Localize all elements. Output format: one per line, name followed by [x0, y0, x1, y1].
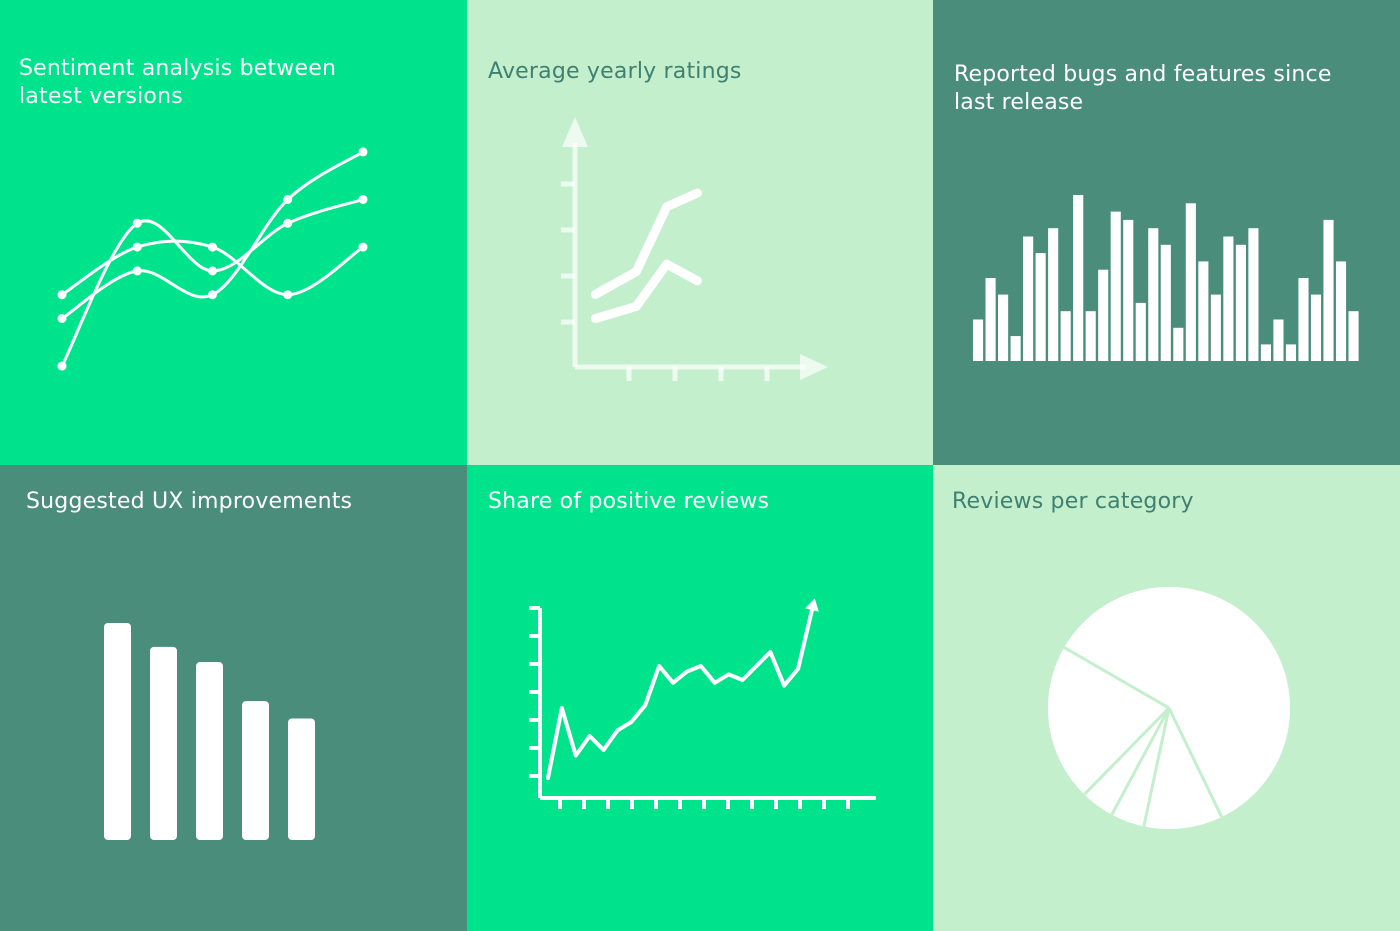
sentiment-line-chart: [57, 147, 368, 371]
series-line: [590, 188, 702, 299]
data-point: [283, 290, 293, 300]
bugs-features-panel: Reported bugs and features since last re…: [933, 0, 1400, 465]
bar: [1173, 327, 1184, 361]
bar: [1298, 278, 1309, 361]
panel-title: Reported bugs and features since last re…: [954, 62, 1332, 115]
pie-slice: [1084, 708, 1169, 815]
slice-separator: [1063, 646, 1170, 710]
data-point: [358, 195, 368, 204]
slice-separator: [1083, 706, 1171, 796]
data-point: [57, 314, 67, 323]
bar: [1160, 244, 1171, 361]
bar: [1023, 236, 1034, 361]
bar: [1048, 228, 1059, 361]
bar: [1260, 344, 1271, 361]
data-point: [132, 266, 142, 276]
bar: [985, 278, 996, 361]
bar: [1135, 302, 1146, 361]
bar: [1273, 319, 1284, 361]
data-point: [57, 290, 67, 300]
series-line: [590, 259, 702, 324]
data-point: [358, 147, 368, 157]
bar: [1335, 261, 1347, 361]
bar: [104, 623, 131, 840]
ux-bar-chart: [104, 623, 315, 840]
panel-title: Suggested UX improvements: [26, 489, 353, 514]
bar: [1060, 311, 1071, 361]
panel-title: Average yearly ratings: [488, 59, 742, 84]
data-point: [57, 361, 67, 371]
bar: [1035, 253, 1046, 361]
data-point: [208, 242, 217, 252]
bar: [998, 294, 1009, 361]
panel-title: Sentiment analysis between latest versio…: [19, 56, 337, 109]
bar: [1148, 228, 1159, 361]
positive-share-line-chart: [529, 598, 876, 809]
positive-reviews-panel: Share of positive reviews: [467, 465, 933, 931]
bar: [973, 319, 984, 361]
bar: [1223, 236, 1234, 361]
bar: [1198, 261, 1209, 361]
data-point: [283, 218, 293, 228]
sentiment-panel: Sentiment analysis between latest versio…: [0, 0, 467, 465]
bar: [1310, 294, 1322, 361]
slice-separator: [1142, 707, 1171, 827]
data-point: [208, 266, 217, 276]
slice-separator: [1110, 707, 1171, 816]
bar: [1210, 294, 1221, 361]
data-point: [208, 290, 217, 300]
series-line: [60, 198, 365, 368]
bar: [1235, 244, 1246, 361]
bar: [1123, 219, 1134, 361]
bar: [150, 646, 177, 840]
average-ratings-panel: Average yearly ratings: [467, 0, 933, 465]
pie-slice: [1048, 647, 1169, 795]
bar: [288, 718, 315, 840]
bar: [242, 701, 269, 840]
pie-slice: [1064, 587, 1290, 817]
data-point: [283, 195, 293, 204]
bar: [1073, 195, 1084, 361]
panel-title: Share of positive reviews: [488, 489, 770, 514]
x-axis-arrow: [800, 354, 828, 380]
data-point: [358, 242, 368, 252]
bar: [1248, 228, 1259, 361]
panel-title: Reviews per category: [952, 489, 1194, 514]
bar: [1010, 336, 1021, 361]
category-pie-chart: [1048, 587, 1290, 829]
bar: [1085, 311, 1096, 361]
bar: [1285, 344, 1297, 361]
ux-improvements-panel: Suggested UX improvements: [0, 465, 467, 931]
slice-separator: [1167, 707, 1224, 818]
bugs-bar-chart: [973, 195, 1359, 361]
bar: [1098, 269, 1109, 361]
y-axis-arrow: [562, 117, 588, 147]
trend-arrow-head: [805, 598, 819, 612]
data-point: [132, 242, 142, 252]
series-line: [546, 608, 814, 780]
bar: [1185, 203, 1196, 361]
reviews-category-panel: Reviews per category: [933, 465, 1400, 931]
bar: [1110, 211, 1121, 361]
data-point: [132, 218, 142, 228]
bar: [196, 662, 223, 840]
bar: [1348, 311, 1359, 361]
ratings-line-chart: [561, 117, 828, 381]
bar: [1323, 219, 1334, 361]
